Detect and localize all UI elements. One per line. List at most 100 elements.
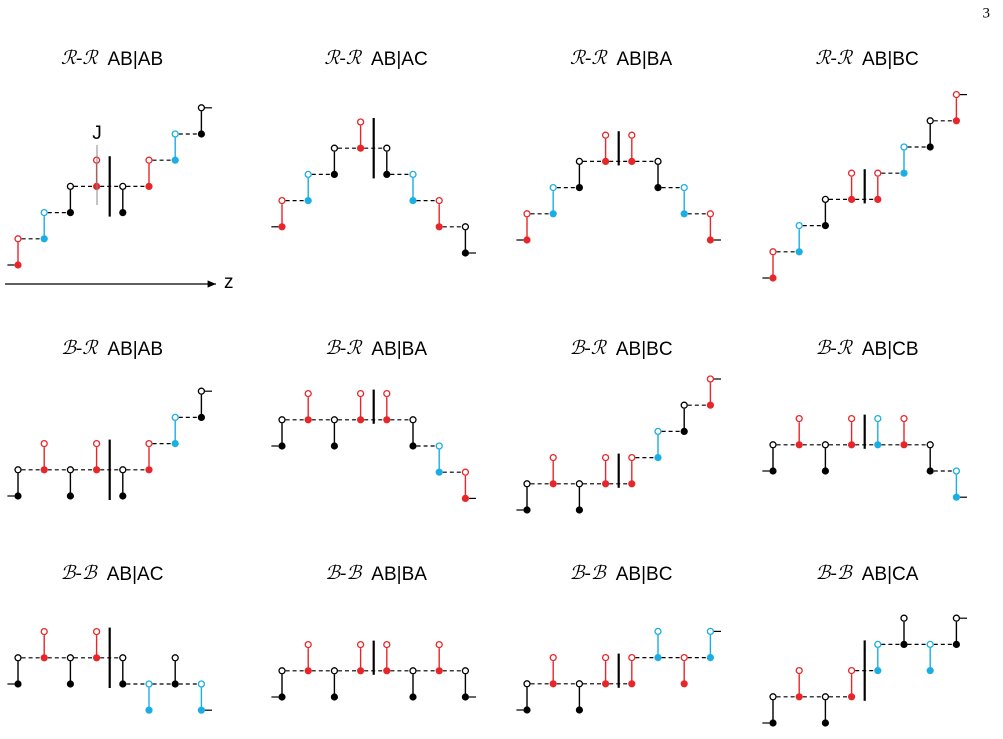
filled-site xyxy=(549,480,557,488)
open-site xyxy=(66,182,75,191)
filled-site xyxy=(680,427,688,435)
open-site xyxy=(769,248,777,256)
filled-site xyxy=(66,680,74,688)
open-site xyxy=(278,667,286,675)
open-site xyxy=(575,680,584,688)
panel-title: ℬ-ℛ AB|AB xyxy=(61,338,163,360)
open-site xyxy=(952,614,961,622)
filled-site xyxy=(821,719,830,727)
open-site xyxy=(383,640,391,649)
open-site xyxy=(119,654,127,662)
open-site xyxy=(549,453,557,462)
filled-site xyxy=(628,157,636,165)
open-site xyxy=(680,653,688,662)
filled-site xyxy=(197,130,205,138)
panel: ℛ-ℛ AB|AC xyxy=(271,48,476,257)
title-label: AB|BA xyxy=(371,564,427,585)
filled-site xyxy=(654,654,662,662)
open-site xyxy=(628,653,636,662)
filled-site xyxy=(171,680,179,688)
filled-site xyxy=(461,494,469,502)
open-site xyxy=(601,131,610,139)
open-site xyxy=(197,387,206,395)
filled-site xyxy=(900,169,908,177)
filled-site xyxy=(40,654,48,662)
open-site xyxy=(523,680,531,688)
filled-site xyxy=(848,195,856,203)
open-site xyxy=(575,480,584,488)
filled-site xyxy=(900,640,908,649)
filled-site xyxy=(461,693,469,701)
filled-site xyxy=(602,680,610,688)
filled-site xyxy=(769,274,777,282)
open-site xyxy=(409,170,417,179)
filled-site xyxy=(628,480,636,488)
open-site xyxy=(680,401,688,409)
filled-site xyxy=(383,667,391,675)
panel: ℬ-ℛ AB|BC xyxy=(516,338,721,514)
filled-site xyxy=(409,442,417,450)
title-label: AB|AC xyxy=(107,564,164,585)
open-site xyxy=(383,389,391,398)
open-site xyxy=(197,104,206,112)
open-site xyxy=(461,468,470,476)
filled-site xyxy=(40,235,48,243)
open-site xyxy=(330,144,339,152)
filled-site xyxy=(14,261,22,269)
filled-site xyxy=(926,143,934,151)
open-site xyxy=(926,640,934,649)
open-site xyxy=(14,654,22,662)
open-site xyxy=(821,195,830,204)
filled-site xyxy=(769,719,777,727)
filled-site xyxy=(575,184,584,192)
panel-title: ℬ-ℛ AB|BC xyxy=(569,338,672,360)
filled-site xyxy=(926,467,934,475)
open-site xyxy=(145,439,153,448)
panel-title: ℬ-ℬ AB|CA xyxy=(816,563,919,585)
filled-site xyxy=(14,492,22,500)
filled-site xyxy=(93,466,101,474)
filled-site xyxy=(575,506,584,514)
filled-site xyxy=(145,706,153,714)
panel: ℬ-ℬ AB|AC xyxy=(7,563,212,714)
filled-site xyxy=(278,223,286,231)
open-site xyxy=(330,667,339,675)
panel-title: ℛ-ℛ AB|AB xyxy=(61,48,163,70)
panel-title: ℬ-ℬ AB|BC xyxy=(570,563,673,585)
open-site xyxy=(601,453,610,462)
open-site xyxy=(769,441,777,449)
open-site xyxy=(119,182,127,191)
open-site xyxy=(92,627,101,636)
panel: ℬ-ℬ AB|CA xyxy=(762,563,967,727)
open-site xyxy=(900,414,908,423)
filled-site xyxy=(66,209,74,217)
title-prefix: ℬ-ℬ xyxy=(61,563,99,584)
panel: ℬ-ℛ AB|BA xyxy=(271,338,476,502)
open-site xyxy=(66,466,75,474)
filled-site xyxy=(119,492,127,500)
filled-site xyxy=(706,401,715,409)
open-site xyxy=(769,693,777,701)
filled-site xyxy=(654,184,662,192)
filled-site xyxy=(821,467,830,475)
filled-site xyxy=(523,506,531,514)
filled-site xyxy=(952,493,961,501)
open-site xyxy=(278,196,286,205)
filled-site xyxy=(874,195,882,203)
filled-site xyxy=(357,416,365,424)
filled-site xyxy=(680,680,688,688)
open-site xyxy=(523,210,531,218)
open-site xyxy=(145,680,153,688)
filled-site xyxy=(357,144,365,152)
filled-site xyxy=(848,441,856,449)
filled-site xyxy=(40,466,48,474)
title-label: AB|BA xyxy=(371,339,427,360)
title-prefix: ℛ-ℛ xyxy=(570,48,608,69)
filled-site xyxy=(14,680,22,688)
open-site xyxy=(435,640,443,649)
open-site xyxy=(40,439,48,448)
filled-site xyxy=(409,693,417,701)
title-prefix: ℛ-ℛ xyxy=(61,48,99,69)
page-number: 3 xyxy=(983,5,991,21)
panel-title: ℬ-ℬ AB|AC xyxy=(61,563,164,585)
